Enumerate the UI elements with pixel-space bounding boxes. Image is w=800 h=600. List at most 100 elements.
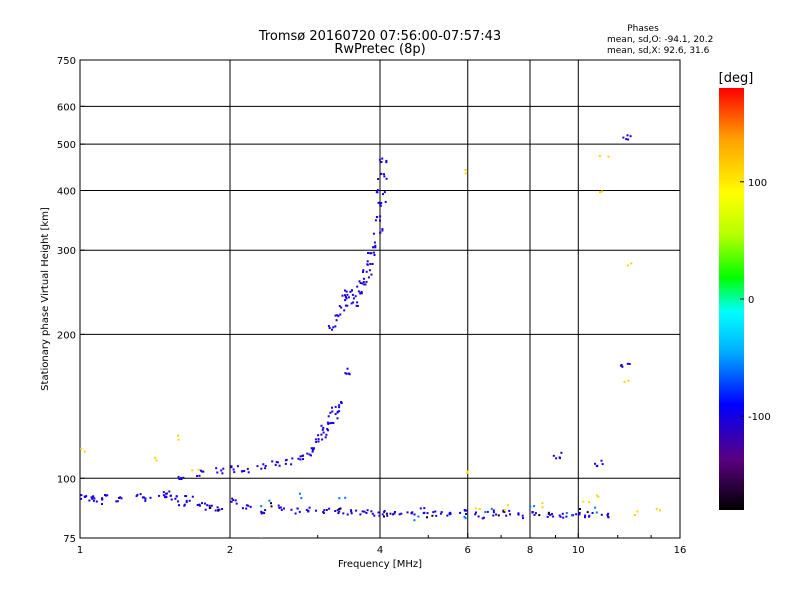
data-point xyxy=(343,309,346,312)
data-point xyxy=(356,305,359,307)
data-point xyxy=(584,516,586,519)
data-point xyxy=(426,512,429,515)
data-point xyxy=(439,512,442,515)
data-point xyxy=(394,511,396,513)
data-point xyxy=(188,499,191,502)
data-point xyxy=(531,511,534,514)
data-point xyxy=(655,507,658,510)
data-point xyxy=(362,281,365,283)
data-point xyxy=(338,404,341,407)
data-point xyxy=(245,507,248,510)
data-point xyxy=(222,467,225,470)
data-point xyxy=(357,290,360,293)
data-point xyxy=(477,515,480,518)
data-point xyxy=(274,463,277,466)
data-point xyxy=(92,495,95,498)
data-point xyxy=(360,291,363,293)
data-point xyxy=(321,428,324,431)
data-point xyxy=(623,380,626,383)
data-point xyxy=(586,511,589,514)
data-point xyxy=(379,215,382,218)
data-point xyxy=(385,159,388,162)
data-point xyxy=(177,434,180,437)
data-point xyxy=(231,497,234,500)
data-point xyxy=(331,410,334,413)
data-point xyxy=(377,201,380,204)
data-point xyxy=(337,512,340,515)
data-point xyxy=(575,513,578,516)
data-point xyxy=(256,465,259,468)
data-point xyxy=(180,477,183,479)
data-point xyxy=(344,294,346,297)
data-point xyxy=(290,508,293,511)
data-point xyxy=(594,506,597,509)
data-point xyxy=(588,501,591,504)
data-point xyxy=(144,497,147,500)
data-point xyxy=(367,276,370,279)
data-point xyxy=(291,457,294,460)
y-tick-label: 400 xyxy=(57,186,76,197)
data-point xyxy=(271,460,274,463)
data-point xyxy=(210,504,213,507)
data-point xyxy=(365,280,368,283)
data-point xyxy=(220,469,223,472)
x-axis-label: Frequency [MHz] xyxy=(338,559,422,570)
x-tick-label: 1 xyxy=(77,545,83,556)
x-tick-label: 6 xyxy=(465,545,471,556)
y-tick-label: 200 xyxy=(57,330,76,341)
data-point xyxy=(221,508,224,510)
data-point xyxy=(264,465,267,467)
data-point xyxy=(599,191,601,194)
y-axis: 75 100 200 300 400 500 600 750 xyxy=(57,56,85,545)
data-point xyxy=(302,454,305,457)
data-point xyxy=(560,451,563,454)
data-point xyxy=(463,509,466,511)
data-point xyxy=(338,510,341,513)
data-point xyxy=(191,469,194,472)
data-point xyxy=(336,509,339,512)
data-point xyxy=(382,193,384,196)
data-point xyxy=(344,304,347,307)
chart-title: Tromsø 20160720 07:56:00-07:57:43 xyxy=(258,29,501,44)
data-point xyxy=(464,168,467,171)
data-point xyxy=(379,231,382,234)
data-point xyxy=(370,510,373,513)
data-point xyxy=(280,508,283,511)
data-point xyxy=(310,447,313,450)
data-point xyxy=(334,314,337,317)
data-point xyxy=(591,512,594,514)
data-point xyxy=(325,509,328,511)
data-point xyxy=(216,471,219,474)
y-tick-label: 100 xyxy=(57,474,76,485)
data-point xyxy=(588,515,591,518)
data-point xyxy=(552,454,555,457)
data-point xyxy=(630,262,633,265)
data-point xyxy=(115,500,118,503)
data-point xyxy=(184,495,187,497)
data-point xyxy=(466,472,469,475)
data-point xyxy=(367,252,369,254)
data-point xyxy=(325,433,328,436)
data-point xyxy=(327,415,330,418)
data-point xyxy=(374,219,377,222)
data-point xyxy=(562,516,565,519)
data-point xyxy=(375,191,378,194)
data-point xyxy=(201,502,203,505)
data-point xyxy=(344,296,347,298)
data-point xyxy=(389,512,392,515)
data-point xyxy=(208,504,211,507)
data-point xyxy=(492,514,495,517)
data-point xyxy=(626,134,629,137)
x-tick-label: 2 xyxy=(227,545,233,556)
data-point xyxy=(328,327,331,329)
data-point xyxy=(432,511,435,514)
data-point xyxy=(419,507,422,510)
data-point xyxy=(327,429,329,432)
data-point xyxy=(344,372,347,375)
data-point xyxy=(240,470,243,473)
data-point xyxy=(277,504,280,507)
data-point xyxy=(344,289,346,292)
data-point xyxy=(352,301,355,304)
data-point xyxy=(322,431,325,434)
data-point xyxy=(170,498,173,501)
